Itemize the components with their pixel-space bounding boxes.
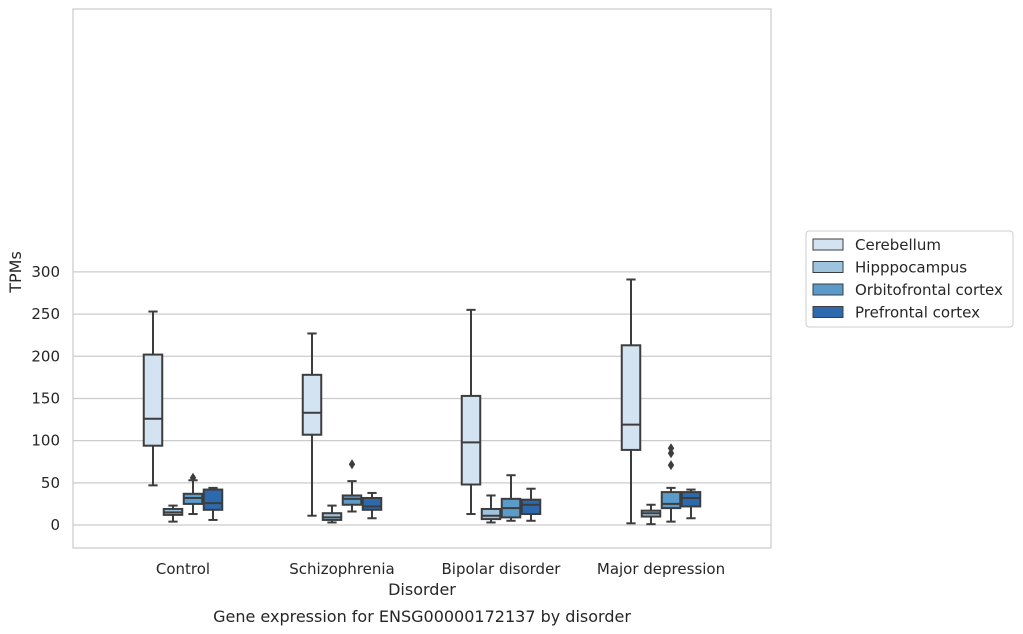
plot-area-background: [73, 9, 771, 548]
legend-swatch: [812, 306, 844, 318]
box-group: [480, 494, 502, 524]
box-group: [520, 487, 542, 522]
grid-lines: [73, 271, 771, 526]
box: [361, 497, 383, 511]
box-group: [182, 472, 204, 516]
y-tick-label: 100: [31, 432, 60, 450]
legend-frame: [805, 230, 1014, 328]
box: [520, 498, 542, 516]
y-tick-label: 250: [31, 305, 60, 323]
outlier-point: [189, 472, 197, 483]
x-axis-label: Disorder: [388, 580, 456, 599]
y-tick-label: 150: [31, 389, 60, 407]
y-tick-label: 50: [41, 474, 60, 492]
box-group: [500, 474, 522, 522]
box-group: [341, 459, 363, 513]
outlier-point: [348, 459, 356, 470]
x-tick-label: Control: [156, 560, 210, 578]
x-tick-labels: Control Schizophrenia Bipolar disorder Majo…: [156, 560, 725, 578]
plot-area-frame: [72, 8, 772, 549]
box: [680, 491, 702, 508]
box-group: [202, 486, 224, 521]
x-tick-label: Bipolar disorder: [442, 560, 562, 578]
chart-caption: Gene expression for ENSG00000172137 by d…: [213, 607, 631, 626]
box-group: [460, 308, 482, 516]
outlier-point: [667, 448, 675, 459]
box-group: [660, 443, 682, 523]
y-tick-label: 300: [31, 263, 60, 281]
outlier-point: [667, 443, 675, 454]
legend-swatch: [812, 261, 844, 273]
box-group: [301, 332, 323, 517]
box: [660, 491, 682, 510]
y-tick-label: 200: [31, 347, 60, 365]
box: [460, 394, 482, 486]
box-group: [680, 488, 702, 520]
box-group: [321, 504, 343, 524]
legend-label: Orbitofrontal cortex: [855, 281, 1003, 299]
box: [301, 373, 323, 436]
box-group: [142, 310, 164, 487]
box-series: [142, 278, 702, 526]
box-group: [361, 491, 383, 520]
box-group: [640, 503, 662, 526]
legend-label: Prefrontal cortex: [855, 304, 980, 322]
outlier-point: [667, 460, 675, 471]
box: [620, 344, 642, 451]
legend-swatch: [812, 283, 844, 296]
y-axis-label: TPMs: [6, 251, 25, 294]
legend-label: Cerebellum: [855, 236, 941, 254]
box: [341, 494, 363, 506]
legend: Cerebellum Hipppocampus Orbitofrontal cort…: [805, 230, 1014, 328]
box: [480, 507, 502, 521]
box-group: [162, 504, 184, 523]
box-group: [620, 278, 642, 525]
legend-swatch: [812, 238, 844, 251]
box: [142, 353, 164, 447]
y-tick-label: 0: [50, 516, 60, 534]
x-tick-label: Schizophrenia: [289, 560, 394, 578]
x-tick-label: Major depression: [597, 560, 725, 578]
y-tick-labels: 0 50 100 150 200 250 300: [31, 263, 60, 534]
box: [202, 488, 224, 511]
legend-label: Hipppocampus: [855, 259, 967, 277]
